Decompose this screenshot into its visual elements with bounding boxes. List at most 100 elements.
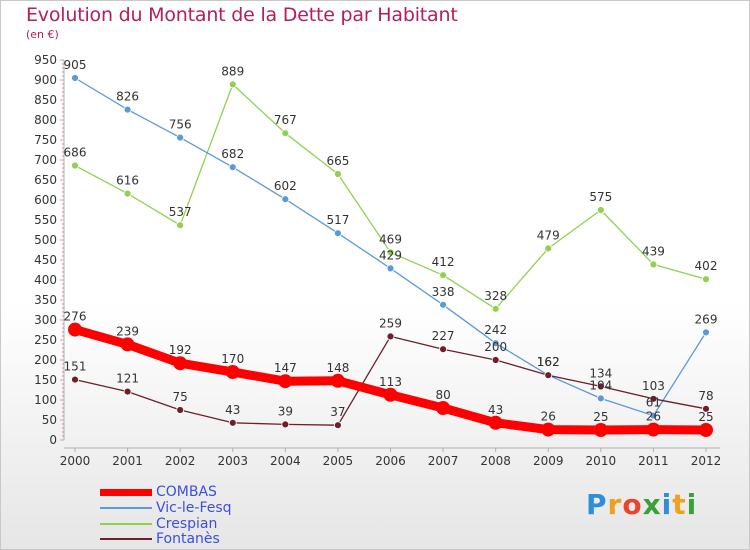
data-point-vic-le-fesq xyxy=(228,163,237,172)
data-label-vic-le-fesq: 269 xyxy=(695,312,718,326)
y-tick-label: 350 xyxy=(34,293,57,307)
data-point-combas xyxy=(646,422,661,437)
data-label-vic-le-fesq: 826 xyxy=(116,90,139,104)
x-tick-label: 2001 xyxy=(112,454,143,468)
data-label-vic-le-fesq: 905 xyxy=(64,58,87,72)
data-label-combas: 25 xyxy=(698,410,713,424)
x-tick-label: 2004 xyxy=(270,454,301,468)
data-label-combas: 26 xyxy=(646,410,661,424)
data-point-crespian xyxy=(544,244,553,253)
y-tick-label: 850 xyxy=(34,93,57,107)
data-point-combas xyxy=(699,423,713,437)
x-tick-label: 2010 xyxy=(586,454,617,468)
y-tick-label: 900 xyxy=(34,73,57,87)
y-tick-label: 800 xyxy=(34,113,57,127)
data-point-combas xyxy=(330,373,345,388)
data-label-fontan-s: 39 xyxy=(278,404,293,418)
data-label-crespian: 402 xyxy=(695,259,718,273)
data-point-fontan-s xyxy=(439,345,447,354)
data-label-combas: 26 xyxy=(541,410,556,424)
data-point-vic-le-fesq xyxy=(702,328,710,337)
data-label-crespian: 616 xyxy=(116,174,139,188)
y-tick-label: 100 xyxy=(34,393,57,407)
x-tick-label: 2012 xyxy=(691,454,722,468)
data-label-vic-le-fesq: 682 xyxy=(221,147,244,161)
x-tick-label: 2005 xyxy=(323,454,354,468)
y-tick-label: 200 xyxy=(34,353,57,367)
data-point-combas xyxy=(68,322,82,337)
data-point-fontan-s xyxy=(544,371,553,380)
legend-label-vic-le-fesq: Vic-le-Fesq xyxy=(156,500,232,516)
data-label-combas: 170 xyxy=(221,352,244,366)
data-point-vic-le-fesq xyxy=(71,74,79,82)
y-tick-label: 250 xyxy=(34,333,57,347)
data-label-crespian: 469 xyxy=(379,232,402,246)
x-tick-label: 2007 xyxy=(428,454,459,468)
data-point-combas xyxy=(593,423,608,437)
data-label-fontan-s: 78 xyxy=(698,389,713,403)
legend-swatch-combas xyxy=(100,489,152,496)
data-label-crespian: 412 xyxy=(432,255,455,269)
data-label-combas: 239 xyxy=(116,324,139,338)
data-label-fontan-s: 37 xyxy=(330,405,345,419)
data-point-vic-le-fesq xyxy=(439,300,447,309)
data-point-crespian xyxy=(123,189,132,198)
data-point-vic-le-fesq xyxy=(123,105,132,114)
data-point-combas xyxy=(173,356,188,371)
legend-label-combas: COMBAS xyxy=(156,484,217,500)
data-label-combas: 113 xyxy=(379,375,402,389)
data-label-crespian: 537 xyxy=(169,205,192,219)
data-label-crespian: 767 xyxy=(274,113,297,127)
data-point-crespian xyxy=(491,304,500,313)
y-tick-label: 450 xyxy=(34,253,57,267)
data-point-crespian xyxy=(649,260,658,269)
data-label-vic-le-fesq: 602 xyxy=(274,179,297,193)
data-label-crespian: 328 xyxy=(484,289,507,303)
data-point-crespian xyxy=(439,271,447,280)
data-point-crespian xyxy=(334,170,342,178)
x-tick-label: 2008 xyxy=(480,454,511,468)
data-label-crespian: 479 xyxy=(537,228,560,242)
data-label-fontan-s: 103 xyxy=(642,379,665,393)
data-point-vic-le-fesq xyxy=(596,394,605,403)
data-label-vic-le-fesq: 517 xyxy=(326,213,349,227)
legend-label-crespian: Crespian xyxy=(156,516,218,532)
legend-label-fontanes: Fontanès xyxy=(156,531,220,547)
data-label-crespian: 665 xyxy=(326,154,349,168)
data-point-fontan-s xyxy=(228,418,237,427)
data-label-combas: 148 xyxy=(326,361,349,375)
data-label-crespian: 439 xyxy=(642,244,665,258)
chart-title: Evolution du Montant de la Dette par Hab… xyxy=(26,4,458,26)
y-tick-label: 50 xyxy=(42,413,57,427)
y-tick-label: 550 xyxy=(34,213,57,227)
data-label-crespian: 575 xyxy=(589,190,612,204)
x-tick-label: 2009 xyxy=(533,454,564,468)
data-label-vic-le-fesq: 104 xyxy=(589,378,612,392)
y-tick-label: 0 xyxy=(49,433,57,447)
data-point-combas xyxy=(120,337,135,352)
data-point-combas xyxy=(488,415,503,430)
y-tick-label: 650 xyxy=(34,173,57,187)
data-point-crespian xyxy=(386,248,395,257)
data-point-vic-le-fesq xyxy=(649,411,658,420)
data-point-fontan-s xyxy=(281,420,290,429)
data-label-crespian: 889 xyxy=(221,64,244,78)
data-label-combas: 25 xyxy=(593,410,608,424)
data-point-crespian xyxy=(176,221,185,230)
data-label-combas: 43 xyxy=(488,403,503,417)
legend-swatch-vic-le-fesq xyxy=(100,507,152,509)
data-point-fontan-s xyxy=(334,421,342,430)
data-label-fontan-s: 200 xyxy=(484,340,507,354)
data-point-fontan-s xyxy=(123,387,132,396)
legend-swatch-crespian xyxy=(100,523,152,525)
data-point-fontan-s xyxy=(176,406,185,414)
data-point-vic-le-fesq xyxy=(334,229,342,238)
x-tick-label: 2006 xyxy=(375,454,406,468)
data-point-fontan-s xyxy=(491,356,500,364)
data-point-fontan-s xyxy=(386,332,395,341)
data-point-combas xyxy=(436,401,451,415)
data-point-vic-le-fesq xyxy=(386,264,395,273)
y-tick-label: 300 xyxy=(34,313,57,327)
data-label-vic-le-fesq: 429 xyxy=(379,248,402,262)
